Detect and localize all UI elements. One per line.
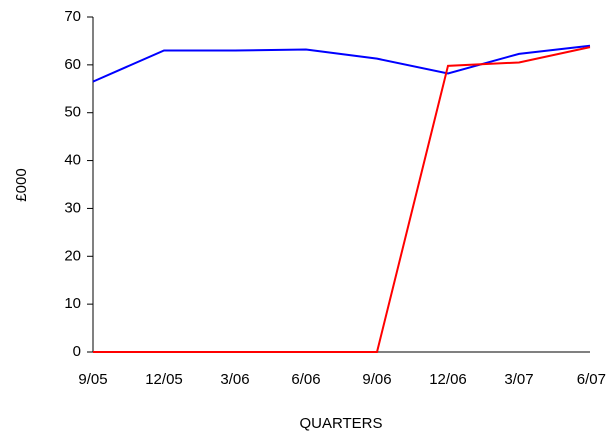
y-tick-label: 10 [64,295,81,312]
y-tick-label: 20 [64,247,81,264]
x-tick-label: 6/07 [577,371,606,388]
y-tick-label: 50 [64,104,81,121]
x-tick-label: 6/06 [291,371,320,388]
x-tick-label: 3/07 [504,371,533,388]
x-tick-label: 12/05 [145,371,183,388]
series-line [92,44,591,83]
x-tick-label: 9/06 [362,371,391,388]
y-tick-label: 60 [64,56,81,73]
x-axis-label: QUARTERS [299,415,382,432]
x-tick-label: 12/06 [429,371,467,388]
y-tick-label: 0 [73,343,81,360]
x-tick-label: 9/05 [78,371,107,388]
x-tick-label: 3/06 [220,371,249,388]
y-tick-label: 40 [64,152,81,169]
series-line [93,46,591,353]
y-axis-label: £000 [13,168,30,201]
y-tick-label: 30 [64,199,81,216]
y-tick-label: 70 [64,8,81,25]
